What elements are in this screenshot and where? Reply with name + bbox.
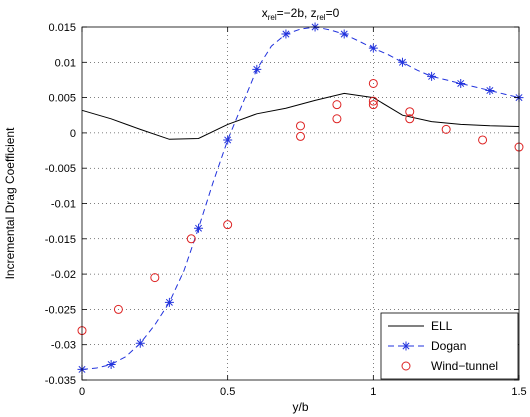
- title-sub-1: rel: [268, 13, 277, 22]
- series-line-dogan: [81, 26, 520, 370]
- data-point-wind-tunnel: [441, 124, 451, 134]
- data-point-dogan: [397, 57, 407, 67]
- series-line-ell: [81, 92, 520, 140]
- y-tick-label: 0.015: [48, 22, 76, 34]
- data-point-wind-tunnel: [368, 96, 378, 106]
- data-point-wind-tunnel: [113, 304, 123, 314]
- tick-labels: 0 0.5 1 1.5 -0.035 -0.03 -0.025 -0.02 -0.015 -0.0…: [45, 22, 527, 398]
- x-tick-label: 1.5: [511, 386, 526, 398]
- data-point-wind-tunnel: [150, 273, 160, 283]
- x-axis-label: y/b: [292, 400, 308, 414]
- data-point-wind-tunnel: [368, 100, 378, 110]
- data-point-dogan: [194, 223, 204, 233]
- data-point-dogan: [339, 29, 349, 39]
- title-main: x: [262, 6, 268, 20]
- data-point-wind-tunnel: [478, 135, 488, 145]
- data-point-wind-tunnel: [296, 121, 305, 131]
- x-tick-label: 1: [370, 386, 376, 398]
- data-point-dogan: [252, 64, 262, 74]
- legend-items: ELL Dogan Wind−tunnel: [388, 319, 498, 373]
- legend-marker: [401, 341, 411, 351]
- data-point-dogan: [281, 29, 291, 39]
- x-tick-label: 0: [79, 386, 85, 398]
- title-mid: =−2b, z: [277, 6, 317, 20]
- data-point-wind-tunnel: [368, 78, 378, 88]
- data-point-dogan: [368, 43, 378, 53]
- data-point-dogan: [164, 297, 174, 307]
- legend-label: Wind−tunnel: [431, 359, 498, 373]
- data-point-dogan: [106, 359, 116, 369]
- chart-title: xrel=−2b, zrel=0: [262, 6, 340, 22]
- data-point-dogan: [135, 338, 145, 348]
- y-tick-label: -0.015: [45, 234, 76, 246]
- y-tick-label: -0.025: [45, 304, 76, 316]
- data-point-wind-tunnel: [405, 107, 415, 117]
- data-point-wind-tunnel: [223, 220, 233, 230]
- series-dogan: [77, 22, 524, 374]
- series-ell: [81, 92, 520, 140]
- legend-label: ELL: [431, 319, 453, 333]
- y-tick-label: 0.005: [48, 93, 76, 105]
- data-point-dogan: [427, 71, 437, 81]
- legend: ELL Dogan Wind−tunnel: [380, 312, 519, 380]
- title-end: =0: [326, 6, 340, 20]
- data-point-wind-tunnel: [186, 234, 196, 244]
- series-wind-tunnel: [77, 78, 524, 336]
- data-point-wind-tunnel: [332, 114, 342, 124]
- legend-item-wind-tunnel: Wind−tunnel: [401, 359, 498, 373]
- title-sub-2: rel: [317, 13, 326, 22]
- y-tick-label: 0: [70, 128, 76, 140]
- data-point-wind-tunnel: [332, 100, 342, 110]
- y-tick-label: -0.02: [51, 269, 76, 281]
- y-axis-label: Incremental Drag Coefficient: [3, 127, 17, 280]
- x-tick-label: 0.5: [220, 386, 235, 398]
- y-tick-label: -0.01: [51, 199, 76, 211]
- data-point-dogan: [485, 86, 495, 96]
- ticks: [81, 26, 520, 381]
- y-tick-label: -0.03: [51, 340, 76, 352]
- y-tick-label: -0.005: [45, 163, 76, 175]
- data-point-dogan: [456, 78, 466, 88]
- y-tick-label: 0.01: [55, 57, 76, 69]
- y-tick-label: -0.035: [45, 375, 76, 387]
- series-layer: [77, 22, 524, 374]
- legend-label: Dogan: [431, 339, 466, 353]
- data-point-wind-tunnel: [405, 114, 415, 124]
- legend-item-dogan: Dogan: [388, 339, 466, 353]
- data-point-dogan: [223, 135, 233, 145]
- legend-marker: [401, 361, 411, 371]
- data-point-wind-tunnel: [296, 131, 305, 141]
- legend-item-ell: ELL: [388, 319, 453, 333]
